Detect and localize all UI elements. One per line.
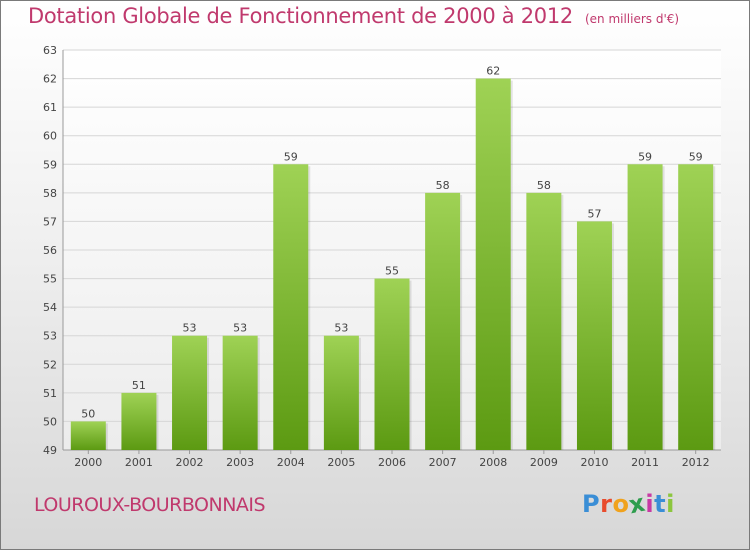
bar — [121, 392, 157, 450]
data-label: 53 — [183, 322, 197, 335]
data-label: 59 — [638, 150, 652, 163]
x-tick-label: 2006 — [378, 456, 406, 469]
x-tick-label: 2003 — [226, 456, 254, 469]
x-tick-label: 2008 — [479, 456, 507, 469]
x-tick-label: 2004 — [277, 456, 305, 469]
x-tick-label: 2002 — [176, 456, 204, 469]
x-tick-label: 2012 — [682, 456, 710, 469]
y-tick-label: 51 — [43, 387, 57, 400]
bar — [222, 335, 258, 450]
y-tick-label: 52 — [43, 358, 57, 371]
y-tick-label: 53 — [43, 330, 57, 343]
data-label: 59 — [689, 150, 703, 163]
bar — [374, 278, 410, 450]
data-label: 55 — [385, 265, 399, 278]
data-label: 53 — [334, 322, 348, 335]
bar — [323, 335, 359, 450]
bar — [627, 164, 663, 451]
bar — [475, 78, 511, 451]
bar — [678, 164, 714, 451]
bar — [172, 335, 208, 450]
chart-title: Dotation Globale de Fonctionnement de 20… — [28, 4, 679, 28]
data-label: 59 — [284, 150, 298, 163]
chart-title-text: Dotation Globale de Fonctionnement de 20… — [28, 4, 573, 28]
data-label: 50 — [81, 407, 95, 420]
commune-name: LOUROUX-BOURBONNAIS — [34, 494, 266, 516]
data-label: 51 — [132, 379, 146, 392]
y-tick-label: 58 — [43, 187, 57, 200]
data-label: 57 — [587, 207, 601, 220]
y-tick-label: 61 — [43, 101, 57, 114]
y-tick-label: 50 — [43, 415, 57, 428]
data-label: 53 — [233, 322, 247, 335]
y-tick-label: 55 — [43, 273, 57, 286]
logo-letter: o — [612, 490, 630, 518]
bar — [273, 164, 309, 451]
bar — [70, 421, 106, 450]
logo-letter: i — [666, 490, 675, 518]
y-tick-label: 57 — [43, 215, 57, 228]
data-label: 58 — [537, 179, 551, 192]
x-tick-label: 2009 — [530, 456, 558, 469]
logo-letter: P — [582, 490, 601, 518]
y-tick-label: 59 — [43, 158, 57, 171]
x-tick-label: 2007 — [429, 456, 457, 469]
data-label: 62 — [486, 65, 500, 78]
y-tick-label: 54 — [43, 301, 57, 314]
bar — [576, 221, 612, 450]
y-tick-label: 56 — [43, 244, 57, 257]
x-tick-label: 2005 — [327, 456, 355, 469]
logo-letter: i — [645, 490, 655, 518]
x-tick-label: 2011 — [631, 456, 659, 469]
x-tick-label: 2010 — [580, 456, 608, 469]
data-label: 58 — [436, 179, 450, 192]
x-tick-label: 2001 — [125, 456, 153, 469]
logo-letter: t — [654, 490, 667, 518]
proxiti-logo: Proxiti — [582, 489, 675, 520]
logo-letter: r — [600, 490, 613, 518]
y-tick-label: 60 — [43, 130, 57, 143]
chart-unit-label: (en milliers d'€) — [584, 12, 680, 26]
y-tick-label: 49 — [43, 444, 57, 457]
x-tick-label: 2000 — [74, 456, 102, 469]
y-tick-label: 62 — [43, 73, 57, 86]
y-tick-label: 63 — [43, 44, 57, 57]
bar — [526, 192, 562, 450]
bar — [425, 192, 461, 450]
